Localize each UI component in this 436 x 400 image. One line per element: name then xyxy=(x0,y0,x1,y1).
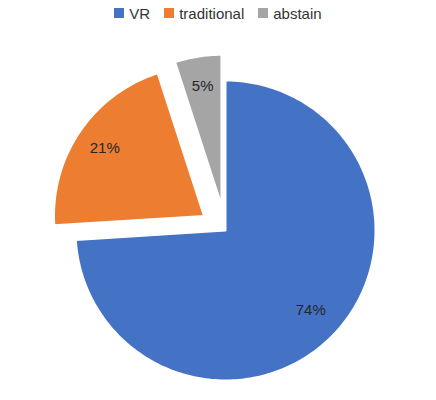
svg-text:5%: 5% xyxy=(192,77,214,94)
html-text:VR: VR xyxy=(129,4,151,22)
html-text:traditional: traditional xyxy=(179,4,245,22)
svg-text:21%: 21% xyxy=(90,139,120,156)
html-text:abstain: abstain xyxy=(273,4,322,22)
svg-text:74%: 74% xyxy=(296,301,326,318)
